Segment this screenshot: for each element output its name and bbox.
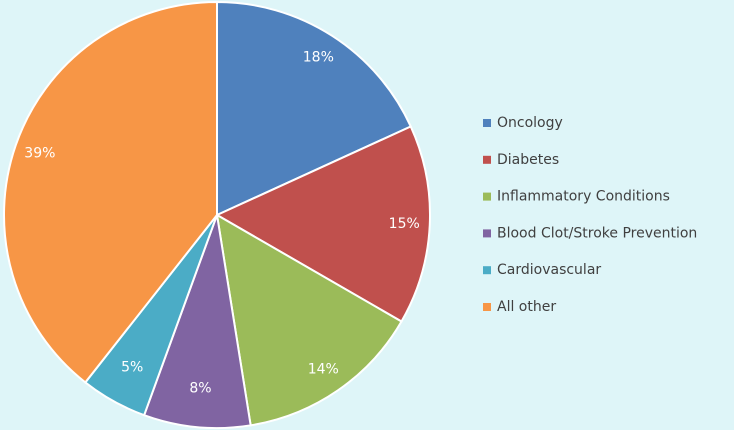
legend-swatch [483,229,491,238]
legend-swatch [483,119,491,127]
data-label: 39% [24,146,55,162]
legend-label: Diabetes [497,152,559,168]
pie-slice [214,125,431,323]
pie-slice [215,213,403,427]
legend-label: Inflammatory Conditions [497,189,670,205]
legend-swatch [483,303,491,311]
legend-label: Oncology [497,115,563,131]
data-label: 18% [303,49,334,65]
pie-slice [142,211,252,429]
data-label: 8% [189,381,211,397]
legend-label: All other [497,299,556,315]
legend-label: Blood Clot/Stroke Prevention [497,225,697,241]
data-label: 5% [121,359,143,375]
legend-swatch [483,192,491,201]
pie-slice [3,0,218,384]
data-label: 15% [389,216,420,232]
legend-swatch [483,155,491,164]
legend-label: Cardiovascular [497,262,601,278]
pie-slice [216,0,413,217]
legend-swatch [483,266,491,275]
data-label: 14% [308,361,339,377]
